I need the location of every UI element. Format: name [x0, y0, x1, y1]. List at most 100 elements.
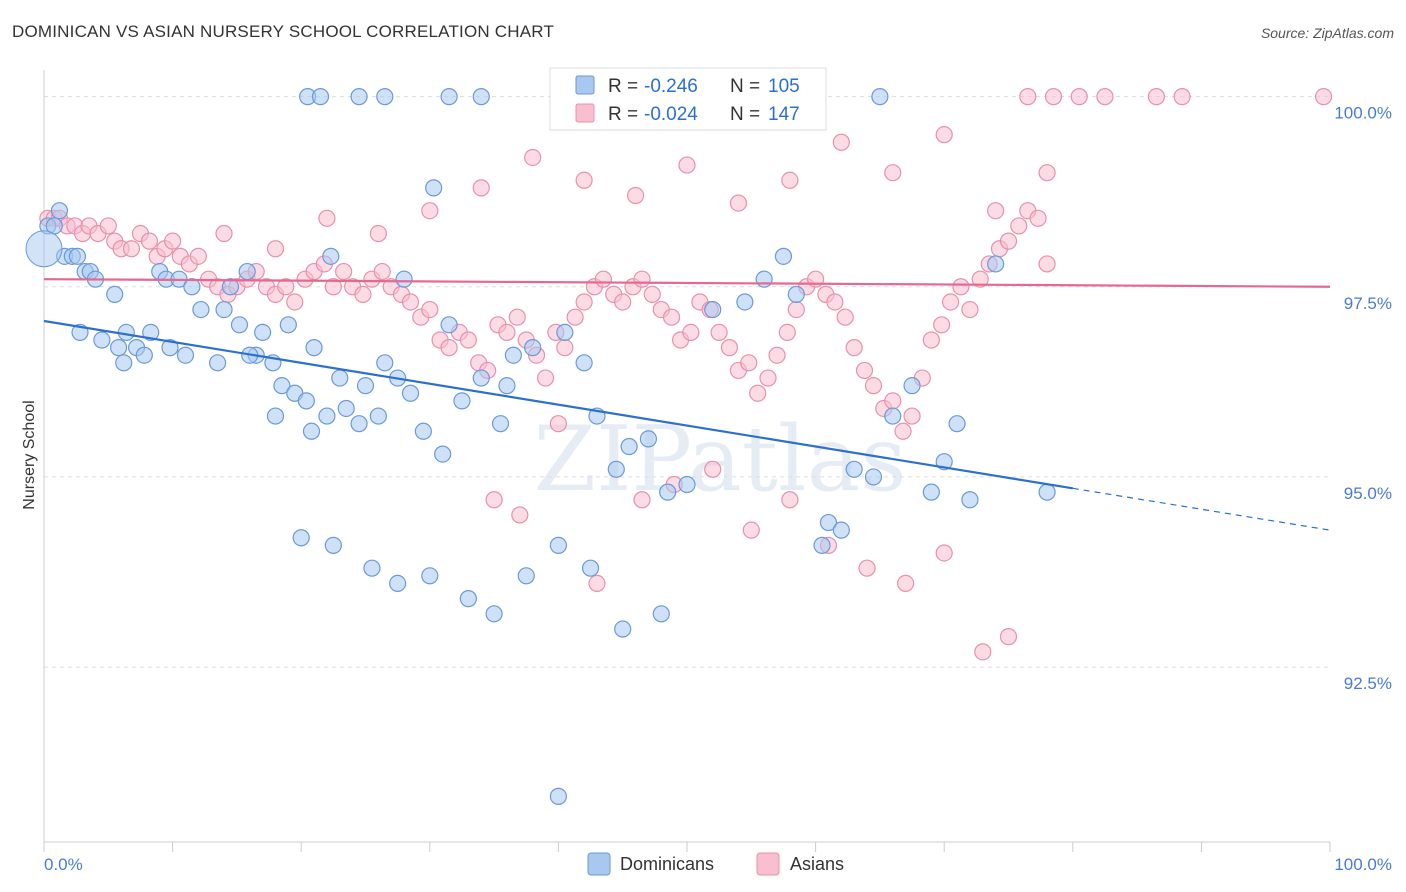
axes [43, 70, 1331, 852]
dominicans-point-52 [704, 300, 722, 319]
dominicans-point-102 [350, 88, 368, 106]
asians-point-58 [566, 308, 584, 326]
asians-point-13 [140, 232, 159, 250]
asians-point-66 [643, 285, 661, 303]
asians-point-91 [884, 392, 902, 410]
asians-point-89 [864, 377, 883, 395]
asians-point-77 [749, 384, 767, 402]
dominicans-point-55 [774, 247, 793, 265]
dominicans-point-23 [230, 316, 249, 334]
dominicans-point-large [25, 230, 63, 268]
dominicans-point-45 [575, 354, 593, 372]
legend-swatch-dominicans [575, 75, 595, 95]
asians-point-19 [189, 247, 207, 265]
asians-point-38 [373, 262, 391, 281]
y-axis-title: Nursery School [21, 400, 38, 509]
dominicans-point-32 [350, 415, 368, 433]
asians-point-120 [832, 133, 850, 151]
dominicans-point-83 [369, 407, 387, 425]
asians-point-109 [266, 240, 285, 258]
dominicans-points [25, 88, 1056, 805]
asians-point-33 [324, 278, 342, 296]
asians-point-121 [884, 164, 902, 182]
dominicans-point-22 [221, 278, 240, 296]
dominicans-point-57 [813, 536, 831, 554]
dominicans-point-19 [183, 278, 201, 296]
dominicans-point-84 [331, 369, 349, 387]
asians-point-117 [678, 156, 696, 174]
dominicans-point-21 [215, 300, 233, 319]
legend-r-value-asians: -0.024 [644, 104, 698, 125]
asians-point-36 [354, 285, 372, 303]
asians-point-118 [729, 194, 748, 212]
source-label: Source: ZipAtlas.com [1260, 25, 1394, 41]
x-tick-label-0: 0.0% [44, 855, 83, 874]
legend-n-label-dominicans: N = [730, 76, 760, 97]
chart-title: DOMINICAN VS ASIAN NURSERY SCHOOL CORREL… [12, 22, 555, 41]
asians-point-51 [498, 323, 516, 342]
dominicans-point-89 [209, 354, 227, 372]
asians-point-139 [999, 628, 1018, 646]
dominicans-point-105 [472, 88, 490, 106]
asians-point-28 [277, 278, 295, 296]
asians-point-112 [421, 202, 439, 220]
asians-point-57 [556, 339, 574, 357]
dominicans-point-28 [297, 392, 315, 410]
asians-point-29 [286, 293, 304, 311]
dominicans-point-74 [389, 574, 407, 592]
dominicans-point-9 [106, 285, 124, 303]
asians-point-123 [987, 202, 1005, 220]
bottom-legend: Dominicans Asians [587, 852, 844, 876]
asians-points [39, 88, 1333, 661]
asians-point-126 [511, 506, 529, 524]
asians-point-63 [614, 293, 632, 311]
dominicans-point-96 [425, 179, 443, 197]
dominicans-point-56 [787, 285, 805, 303]
asians-point-93 [903, 407, 921, 425]
dominicans-point-67 [961, 491, 979, 509]
dominicans-point-70 [266, 407, 285, 425]
dominicans-point-38 [434, 445, 452, 463]
dominicans-point-86 [279, 316, 297, 334]
dominicans-point-53 [736, 293, 754, 311]
asians-point-114 [524, 148, 542, 167]
asians-point-76 [740, 354, 758, 372]
asians-point-96 [933, 316, 951, 334]
dominicans-point-94 [238, 262, 256, 281]
legend-n-value-dominicans: 105 [768, 76, 800, 97]
asians-point-116 [626, 186, 645, 205]
bottom-legend-label-dominicans: Dominicans [620, 854, 714, 874]
asians-trend-line [43, 278, 1331, 288]
asians-point-124 [1038, 164, 1056, 182]
asians-point-11 [122, 240, 141, 258]
dominicans-point-79 [549, 536, 568, 554]
dominicans-point-77 [485, 605, 503, 623]
dominicans-point-41 [491, 415, 510, 433]
asians-point-145 [1173, 88, 1191, 106]
dominicans-point-62 [884, 407, 902, 425]
watermark: ZIPatlas [533, 407, 906, 512]
dominicans-point-93 [135, 346, 153, 364]
asians-point-128 [588, 574, 606, 592]
dominicans-point-72 [324, 536, 342, 554]
asians-point-74 [720, 339, 739, 357]
dominicans-point-97 [440, 316, 458, 334]
asians-point-97 [942, 293, 960, 311]
asians-point-129 [633, 491, 651, 509]
dominicans-point-12 [109, 339, 128, 357]
dominicans-point-20 [192, 300, 210, 319]
asians-point-141 [1044, 88, 1063, 106]
asians-point-137 [935, 544, 953, 562]
dominicans-point-40 [472, 369, 490, 387]
dominicans-point-26 [273, 377, 291, 395]
dominicans-point-104 [440, 88, 458, 106]
asians-point-104 [1010, 217, 1028, 235]
dominicans-point-69 [1038, 483, 1056, 501]
dominicans-point-75 [421, 567, 439, 585]
asians-point-133 [781, 491, 799, 509]
dominicans-point-73 [363, 559, 381, 577]
dominicans-point-90 [176, 346, 195, 364]
dominicans-point-58 [819, 513, 838, 532]
asians-point-88 [855, 361, 874, 380]
asians-point-136 [897, 574, 915, 592]
